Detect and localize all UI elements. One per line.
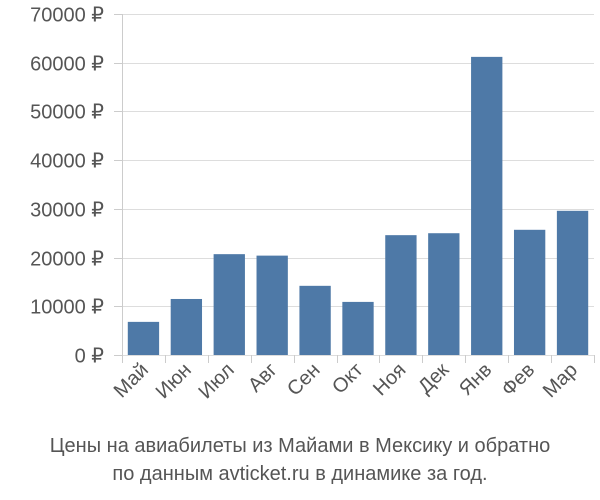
x-tick-label: Авг — [244, 359, 282, 397]
y-tick-labels: 0 ₽ 10000 ₽ 20000 ₽ 30000 ₽ 40000 ₽ 50000 ₽ 60… — [30, 5, 104, 368]
bar-10 — [513, 229, 546, 355]
bar-4 — [256, 255, 288, 355]
x-tick-label: Дек — [414, 359, 453, 398]
x-tick-label: Ноя — [369, 359, 410, 400]
y-tick-label: 30000 ₽ — [30, 200, 104, 222]
bar-2 — [170, 298, 203, 355]
bar-1 — [127, 321, 160, 355]
bar-8 — [428, 233, 460, 355]
chart-caption-line-1: Цены на авиабилеты из Майами в Мексику и… — [49, 435, 551, 457]
bar-11 — [556, 210, 589, 355]
y-tick-label: 70000 ₽ — [30, 5, 104, 27]
y-tick-label: 20000 ₽ — [30, 249, 104, 271]
x-tick-label: Окт — [328, 359, 367, 398]
bar-9 — [471, 56, 503, 356]
x-tick-label: Июл — [195, 359, 239, 403]
x-tick-label: Фев — [497, 359, 539, 401]
x-tick-label: Май — [110, 359, 153, 402]
bar-3 — [213, 254, 245, 355]
bars — [127, 56, 589, 356]
x-tick-label: Сен — [283, 359, 324, 400]
bar-7 — [385, 235, 417, 355]
y-tick-label: 0 ₽ — [75, 346, 105, 368]
x-tick-label: Янв — [455, 359, 496, 400]
axes — [114, 14, 595, 363]
x-tick-label: Июн — [152, 359, 196, 403]
price-bar-chart: 0 ₽ 10000 ₽ 20000 ₽ 30000 ₽ 40000 ₽ 50000 ₽ 60… — [30, 5, 595, 403]
y-tick-label: 40000 ₽ — [30, 151, 104, 173]
chart-caption-line-2: по данным avticket.ru в динамике за год. — [112, 463, 488, 485]
y-tick-label: 50000 ₽ — [30, 102, 104, 124]
x-tick-label: Мар — [539, 359, 582, 402]
bar-5 — [299, 285, 331, 355]
bar-6 — [342, 301, 374, 355]
y-tick-label: 60000 ₽ — [30, 54, 104, 76]
y-tick-label: 10000 ₽ — [30, 297, 104, 319]
